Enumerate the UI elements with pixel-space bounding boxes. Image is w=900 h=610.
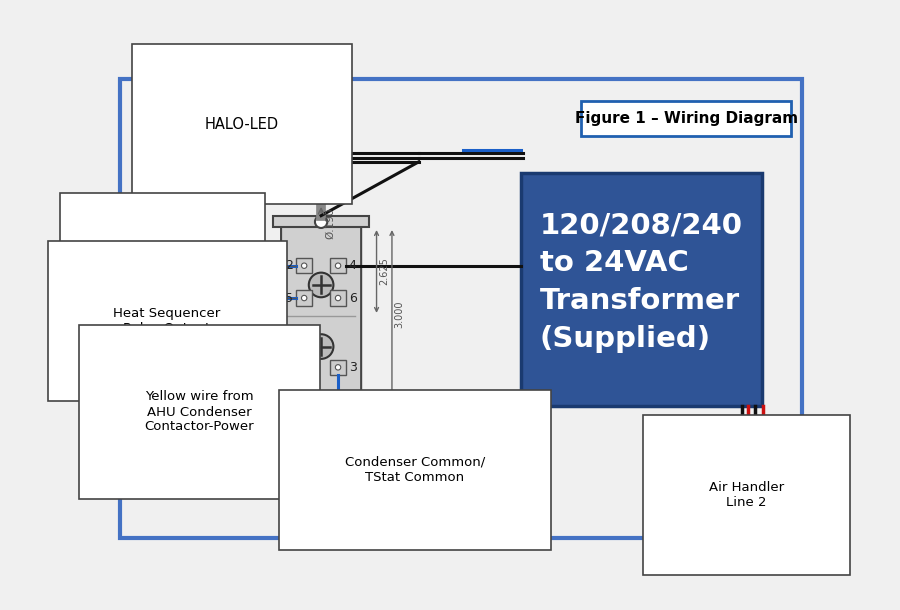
Text: 6: 6 <box>349 292 356 304</box>
Bar <box>296 290 312 306</box>
Text: HALO-LED: HALO-LED <box>204 117 279 132</box>
Bar <box>296 360 312 375</box>
Circle shape <box>336 365 341 370</box>
Circle shape <box>315 400 328 412</box>
Text: Yellow wire from
AHU Condenser
Contactor-Power: Yellow wire from AHU Condenser Contactor… <box>145 390 255 434</box>
Circle shape <box>336 263 341 268</box>
Circle shape <box>309 334 333 359</box>
Bar <box>296 258 312 273</box>
Text: Air Handler
Line 2: Air Handler Line 2 <box>708 481 784 509</box>
Text: 1: 1 <box>285 361 293 374</box>
Text: AHU Line 1: AHU Line 1 <box>126 259 199 272</box>
Circle shape <box>302 295 307 301</box>
Circle shape <box>302 365 307 370</box>
Circle shape <box>336 295 341 301</box>
Text: 3: 3 <box>349 361 356 374</box>
Text: 4: 4 <box>349 259 356 272</box>
FancyBboxPatch shape <box>581 101 791 137</box>
Text: 3.000: 3.000 <box>394 300 404 328</box>
Circle shape <box>315 216 328 228</box>
Text: Heat Sequencer
Relay Output: Heat Sequencer Relay Output <box>113 307 220 335</box>
Circle shape <box>309 273 333 297</box>
FancyBboxPatch shape <box>281 224 361 404</box>
Text: 5: 5 <box>285 292 293 304</box>
Bar <box>274 400 369 412</box>
Text: Figure 1 – Wiring Diagram: Figure 1 – Wiring Diagram <box>574 111 797 126</box>
Text: 2: 2 <box>285 259 293 272</box>
Bar <box>330 258 346 273</box>
Circle shape <box>302 263 307 268</box>
Text: Condenser Common/
TStat Common: Condenser Common/ TStat Common <box>345 456 485 484</box>
Bar <box>330 360 346 375</box>
Bar <box>521 173 761 406</box>
Text: Ø.190: Ø.190 <box>325 208 335 239</box>
FancyBboxPatch shape <box>120 79 803 537</box>
Bar <box>330 290 346 306</box>
Bar <box>274 216 369 227</box>
Text: 120/208/240
to 24VAC
Transformer
(Supplied): 120/208/240 to 24VAC Transformer (Suppli… <box>540 211 742 353</box>
Text: 2.625: 2.625 <box>379 257 389 285</box>
